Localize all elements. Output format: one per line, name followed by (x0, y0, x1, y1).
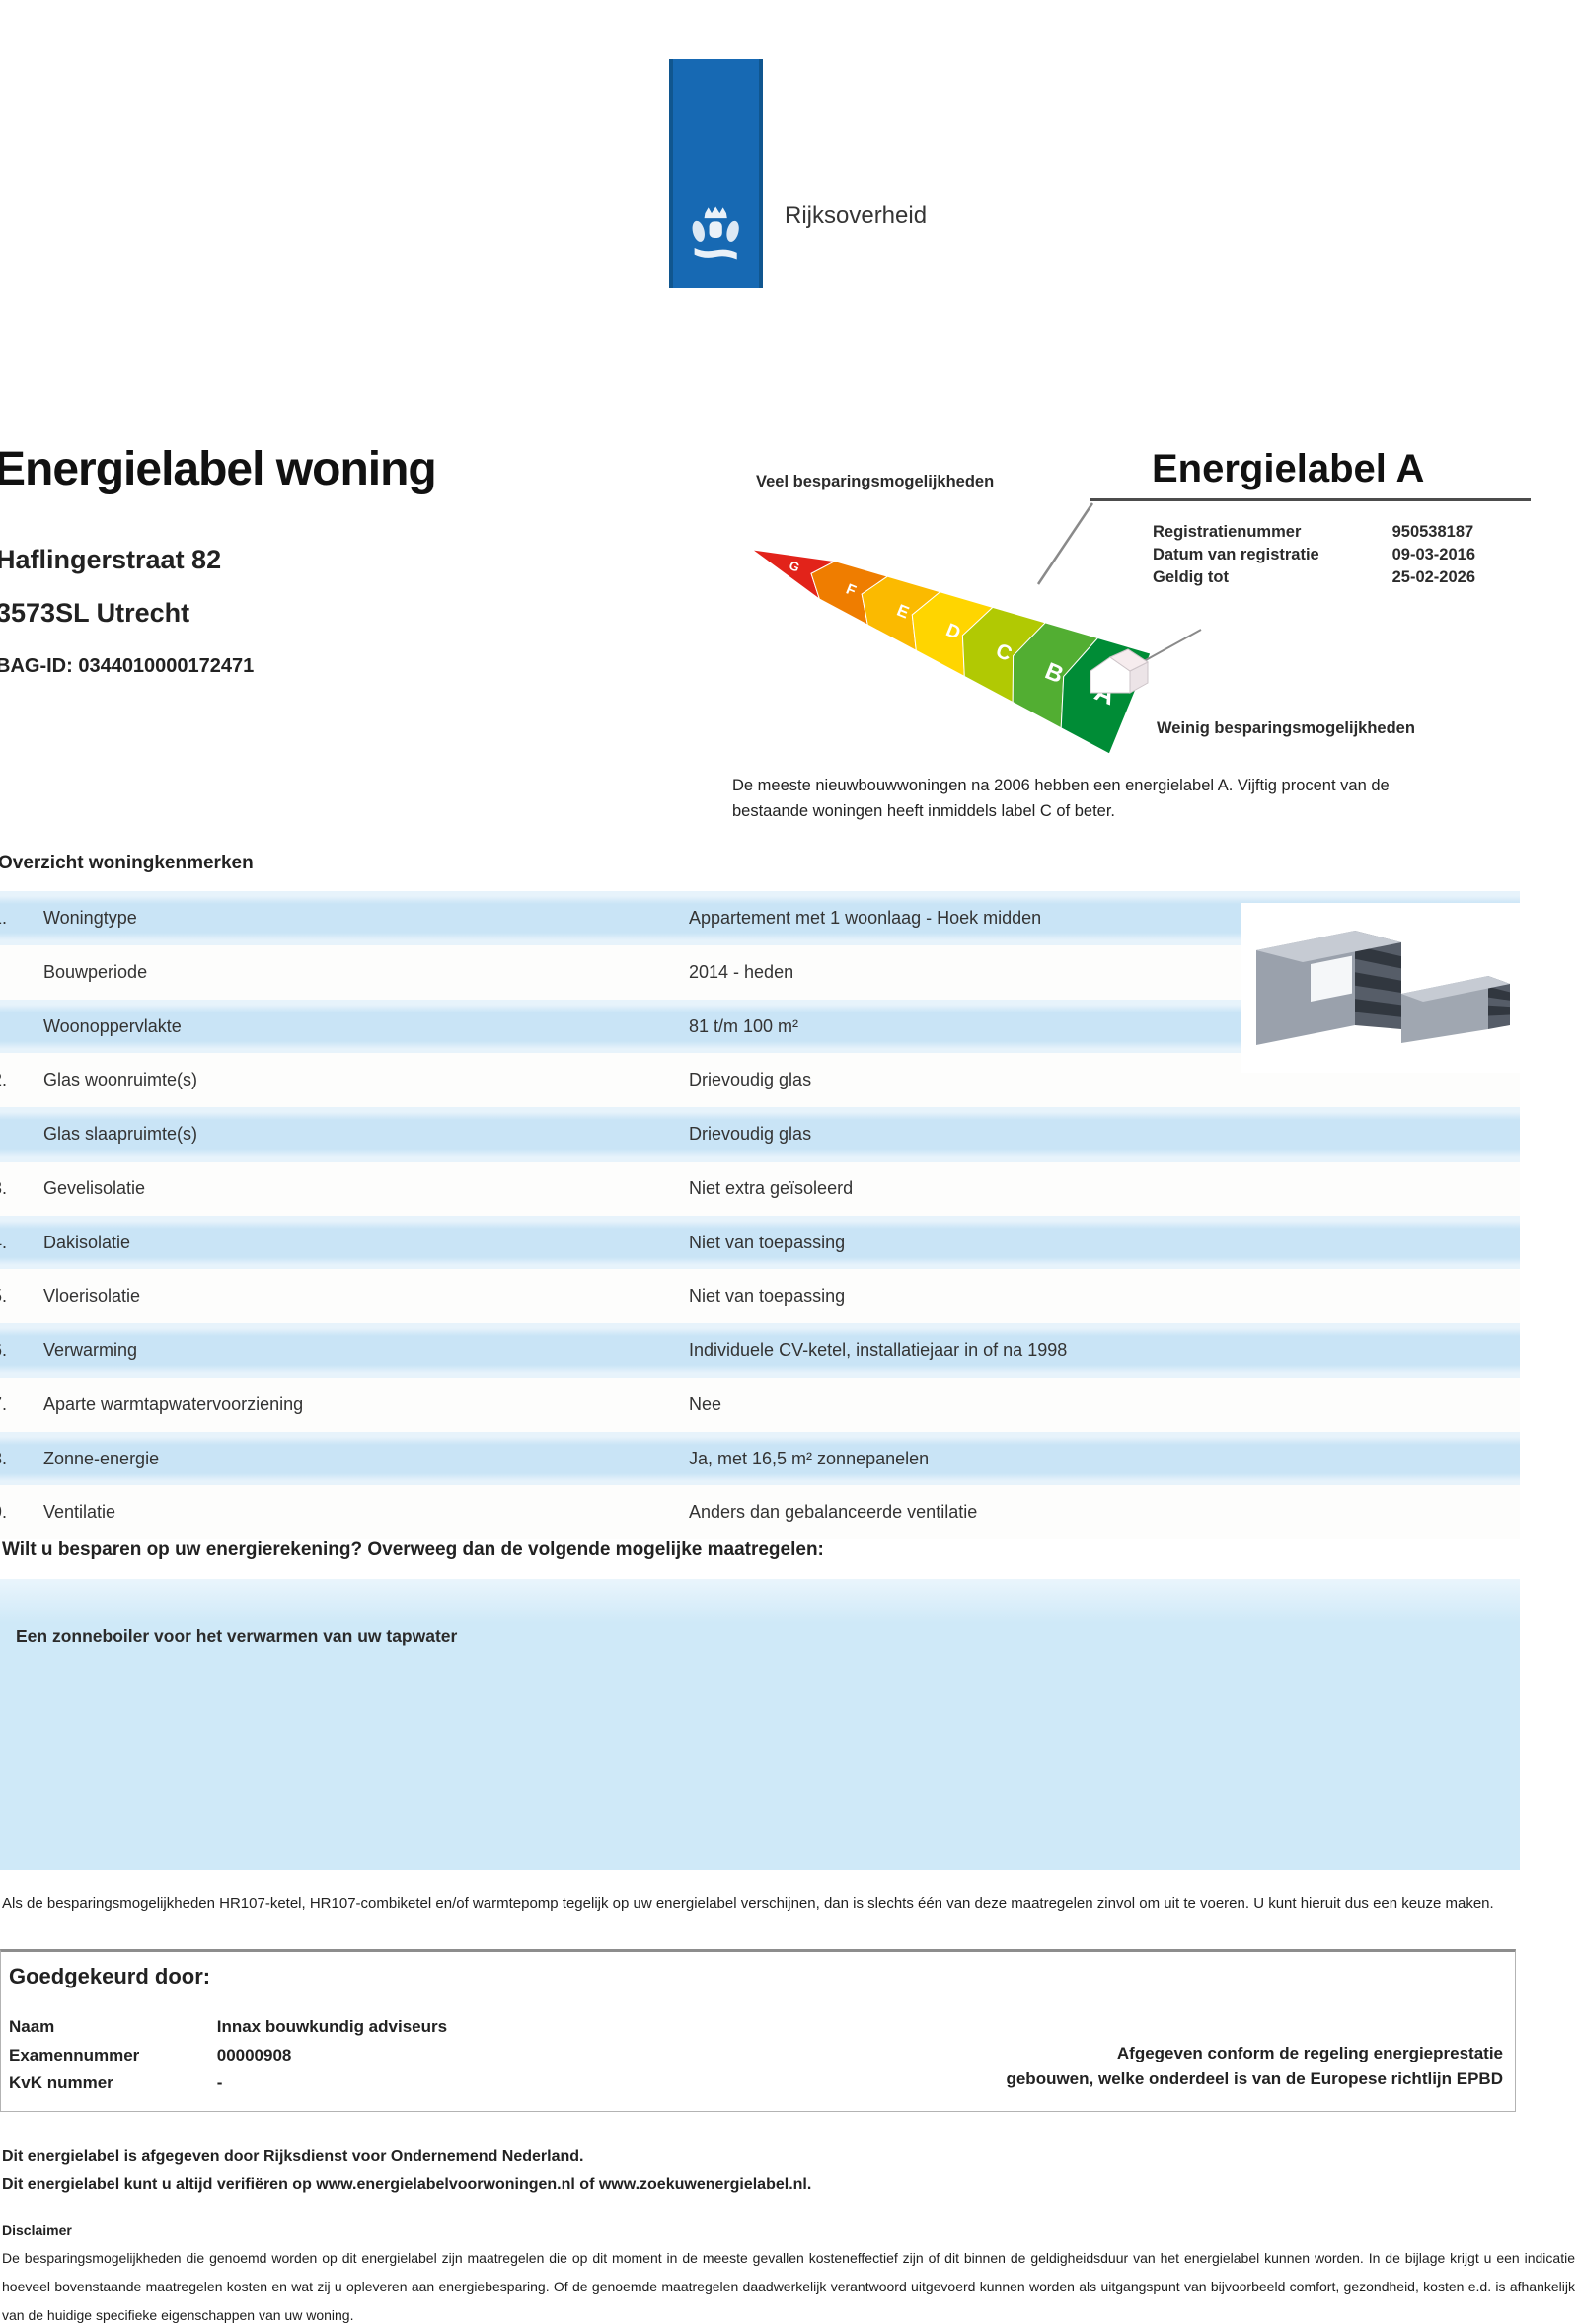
registration-number-value: 950538187 (1391, 523, 1474, 541)
row-label: Zonne-energie (43, 1448, 160, 1468)
row-label: Aparte warmtapwatervoorziening (43, 1393, 304, 1414)
row-label: Bouwperiode (43, 961, 148, 982)
savings-heading: Wilt u besparen op uw energierekening? O… (2, 1539, 824, 1560)
row-value: 81 t/m 100 m² (689, 1015, 799, 1036)
row-number: 9. (0, 1502, 8, 1523)
row-value: Niet van toepassing (689, 1232, 846, 1252)
row-label: Glas woonruimte(s) (43, 1070, 198, 1090)
row-number: 2. (0, 1070, 8, 1090)
row-label: Glas slaapruimte(s) (43, 1124, 198, 1144)
savings-note: Als de besparingsmogelijkheden HR107-ket… (2, 1895, 1494, 1912)
pointer-line-top (1036, 502, 1094, 585)
row-value: Niet extra geïsoleerd (689, 1177, 854, 1198)
row-number: 6. (0, 1340, 8, 1360)
label-note: De meeste nieuwbouwwoningen na 2006 hebb… (732, 777, 1390, 820)
issued-by-line: Dit energielabel is afgegeven door Rijks… (2, 2148, 584, 2165)
savings-measure-box: Een zonneboiler voor het verwarmen van u… (0, 1579, 1520, 1870)
row-number: 8. (0, 1448, 8, 1468)
row-value: Drievoudig glas (689, 1124, 812, 1144)
row-number: 7. (0, 1393, 8, 1414)
kvk-number-value: - (216, 2073, 223, 2092)
conform-line-1: Afgegeven conform de regeling energiepre… (1116, 2044, 1503, 2062)
table-row: Glas slaapruimte(s) Drievoudig glas (0, 1107, 1520, 1162)
row-number: 5. (0, 1286, 8, 1307)
table-row: 4. Dakisolatie Niet van toepassing (0, 1215, 1520, 1270)
row-label: Dakisolatie (43, 1232, 131, 1252)
registration-number-row: Registratienummer 950538187 (1153, 521, 1475, 544)
less-savings-label: Weinig besparingsmogelijkheden (1157, 719, 1415, 737)
row-number: 3. (0, 1177, 8, 1198)
pointer-line-house (1143, 629, 1202, 662)
row-label: Gevelisolatie (43, 1177, 146, 1198)
approval-heading: Goedgekeurd door: (9, 1964, 211, 1988)
row-value: Drievoudig glas (689, 1070, 812, 1090)
valid-until-value: 25-02-2026 (1391, 568, 1475, 586)
registration-number-label: Registratienummer (1153, 523, 1302, 541)
footer-statements: Dit energielabel is afgegeven door Rijks… (2, 2143, 811, 2199)
energy-label-result: Energielabel A (1152, 447, 1425, 490)
row-value: Nee (689, 1393, 722, 1414)
conform-statement: Afgegeven conform de regeling energiepre… (1006, 2041, 1503, 2092)
apartment-building-illustration (1241, 903, 1523, 1073)
valid-until-row: Geldig tot 25-02-2026 (1153, 566, 1475, 589)
exam-number-label: Examennummer (9, 2045, 140, 2064)
bag-id: BAG-ID: 0344010000172471 (0, 655, 255, 677)
row-label: Woningtype (43, 908, 137, 928)
row-number: 1. (0, 908, 8, 928)
table-row: 6. Verwarming Individuele CV-ketel, inst… (0, 1323, 1520, 1378)
address-street: Haflingerstraat 82 (0, 545, 222, 574)
rijksoverheid-crest-icon (692, 206, 739, 260)
approval-box: Goedgekeurd door: Naam Innax bouwkundig … (0, 1949, 1516, 2112)
table-row: 9. Ventilatie Anders dan gebalanceerde v… (0, 1485, 1520, 1539)
result-underline (1090, 498, 1531, 501)
approver-name-value: Innax bouwkundig adviseurs (216, 2017, 448, 2036)
registration-date-label: Datum van registratie (1153, 546, 1319, 563)
savings-measure: Een zonneboiler voor het verwarmen van u… (16, 1626, 458, 1646)
row-value: 2014 - heden (689, 961, 794, 982)
kvk-number-label: KvK nummer (9, 2073, 113, 2092)
energy-class-arrow: G F E D C B A (751, 502, 1202, 755)
registration-date-row: Datum van registratie 09-03-2016 (1153, 544, 1475, 566)
address-city: 3573SL Utrecht (0, 598, 190, 628)
row-label: Verwarming (43, 1340, 138, 1360)
row-label: Woonoppervlakte (43, 1015, 182, 1036)
row-label: Vloerisolatie (43, 1286, 141, 1307)
registration-fields: Registratienummer 950538187 Datum van re… (1153, 521, 1475, 589)
conform-line-2: gebouwen, welke onderdeel is van de Euro… (1006, 2069, 1503, 2088)
table-row: 3. Gevelisolatie Niet extra geïsoleerd (0, 1161, 1520, 1216)
row-value: Appartement met 1 woonlaag - Hoek midden (689, 908, 1042, 928)
rijksoverheid-wordmark: Rijksoverheid (785, 202, 928, 229)
row-value: Individuele CV-ketel, installatiejaar in… (689, 1340, 1068, 1360)
house-marker-icon (1090, 648, 1150, 694)
rijksoverheid-logo-ribbon (669, 59, 763, 288)
table-row: 8. Zonne-energie Ja, met 16,5 m² zonnepa… (0, 1431, 1520, 1486)
row-label: Ventilatie (43, 1502, 116, 1523)
approver-name-label: Naam (9, 2017, 55, 2036)
row-number: 4. (0, 1232, 8, 1252)
row-value: Ja, met 16,5 m² zonnepanelen (689, 1448, 930, 1468)
row-value: Niet van toepassing (689, 1286, 846, 1307)
disclaimer-text: De besparingsmogelijkheden die genoemd w… (2, 2250, 1575, 2323)
page-title: Energielabel woning (0, 443, 437, 495)
table-heading: Overzicht woningkenmerken (0, 853, 254, 873)
exam-number-value: 00000908 (216, 2045, 292, 2064)
registration-date-value: 09-03-2016 (1391, 546, 1475, 563)
kvk-number-row: KvK nummer - (9, 2069, 447, 2098)
approver-name-row: Naam Innax bouwkundig adviseurs (9, 2013, 447, 2042)
table-row: 7. Aparte warmtapwatervoorziening Nee (0, 1377, 1520, 1432)
verify-line: Dit energielabel kunt u altijd verifiëre… (2, 2176, 812, 2193)
row-value: Anders dan gebalanceerde ventilatie (689, 1502, 978, 1523)
table-row: 5. Vloerisolatie Niet van toepassing (0, 1269, 1520, 1323)
approval-fields: Naam Innax bouwkundig adviseurs Examennu… (9, 2013, 447, 2098)
valid-until-label: Geldig tot (1153, 568, 1229, 586)
exam-number-row: Examennummer 00000908 (9, 2042, 447, 2070)
disclaimer-heading: Disclaimer (2, 2222, 72, 2238)
more-savings-label: Veel besparingsmogelijkheden (756, 473, 995, 490)
